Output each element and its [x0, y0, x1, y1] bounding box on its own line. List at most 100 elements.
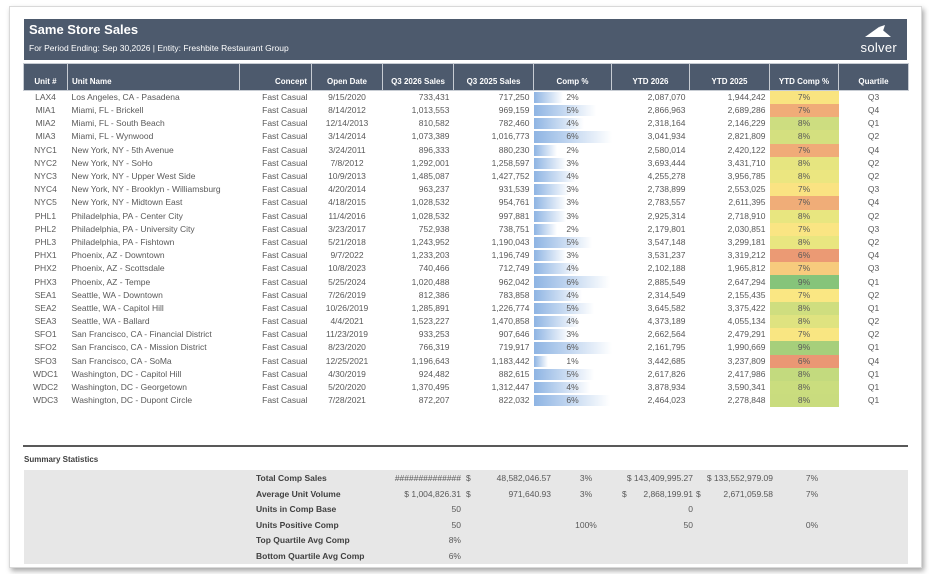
ytd-2025-cell[interactable]: 2,553,025: [727, 184, 766, 195]
unit-cell[interactable]: SFO3: [34, 355, 57, 366]
comp-pct-cell[interactable]: 2%: [533, 223, 612, 236]
ytd-2026-cell[interactable]: 2,580,014: [647, 144, 686, 155]
quartile-cell[interactable]: Q3: [867, 92, 880, 102]
open-date-cell[interactable]: 7/8/2012: [330, 157, 364, 168]
quartile-cell[interactable]: Q2: [867, 289, 880, 300]
summary-q3-2025[interactable]: 48,582,046.57: [496, 473, 551, 483]
q3-2026-sales-cell[interactable]: 1,196,643: [411, 355, 450, 366]
open-date-cell[interactable]: 3/23/2017: [328, 223, 366, 234]
summary-q3-2025[interactable]: 971,640.93: [508, 488, 551, 499]
q3-2025-sales-cell[interactable]: 907,646: [498, 329, 530, 340]
quartile-cell[interactable]: Q1: [867, 382, 880, 393]
open-date-cell[interactable]: 11/23/2019: [326, 329, 368, 340]
unit-name-cell[interactable]: Seattle, WA - Downtown: [71, 289, 163, 300]
summary-ytd-2026[interactable]: 2,868,199.91: [643, 488, 693, 499]
comp-pct-cell[interactable]: 4%: [533, 262, 612, 275]
ytd-comp-pct-cell[interactable]: 7%: [769, 183, 839, 197]
unit-cell[interactable]: LAX4: [35, 92, 56, 102]
quartile-cell[interactable]: Q2: [867, 210, 880, 221]
summary-comp[interactable]: 100%: [575, 519, 597, 530]
unit-name-cell[interactable]: San Francisco, CA - Financial District: [71, 329, 212, 340]
q3-2026-sales-cell[interactable]: 1,243,952: [411, 236, 450, 247]
unit-cell[interactable]: MIA3: [35, 131, 56, 142]
summary-comp[interactable]: 3%: [579, 488, 593, 499]
summary-label[interactable]: Bottom Quartile Avg Comp: [256, 550, 365, 561]
concept-cell[interactable]: Fast Casual: [262, 223, 308, 234]
ytd-2026-cell[interactable]: 2,662,564: [647, 329, 686, 340]
ytd-2026-cell[interactable]: 2,866,963: [647, 105, 686, 116]
ytd-2025-cell[interactable]: 1,944,242: [727, 92, 766, 102]
ytd-comp-pct-cell[interactable]: 8%: [769, 315, 839, 329]
summary-q3-2026[interactable]: 8%: [448, 535, 461, 545]
comp-pct-cell[interactable]: 3%: [533, 210, 612, 223]
ytd-2025-cell[interactable]: 3,375,422: [727, 302, 766, 313]
ytd-2026-cell[interactable]: 3,645,582: [647, 302, 686, 313]
ytd-2025-cell[interactable]: 3,431,710: [727, 157, 766, 168]
concept-cell[interactable]: Fast Casual: [262, 184, 308, 195]
ytd-comp-pct-cell[interactable]: 8%: [769, 130, 839, 144]
quartile-cell[interactable]: Q4: [867, 197, 880, 208]
q3-2025-sales-cell[interactable]: 954,761: [498, 197, 530, 208]
ytd-2026-cell[interactable]: 2,617,826: [647, 368, 686, 379]
col-header-comp-pct[interactable]: Comp %: [533, 63, 612, 91]
quartile-cell[interactable]: Q4: [867, 144, 880, 155]
ytd-2026-cell[interactable]: 2,925,314: [647, 210, 686, 221]
concept-cell[interactable]: Fast Casual: [262, 131, 308, 142]
open-date-cell[interactable]: 3/14/2014: [328, 131, 366, 142]
ytd-2025-cell[interactable]: 2,278,848: [727, 395, 766, 406]
q3-2025-sales-cell[interactable]: 880,230: [498, 144, 530, 155]
q3-2026-sales-cell[interactable]: 752,938: [418, 223, 450, 234]
ytd-2026-cell[interactable]: 3,693,444: [647, 157, 686, 168]
ytd-2026-cell[interactable]: 2,885,549: [647, 276, 686, 287]
comp-pct-cell[interactable]: 3%: [533, 157, 612, 170]
ytd-2025-cell[interactable]: 2,030,851: [727, 223, 766, 234]
q3-2025-sales-cell[interactable]: 997,881: [498, 210, 530, 221]
summary-label[interactable]: Total Comp Sales: [256, 473, 327, 483]
summary-currency[interactable]: $: [466, 473, 471, 483]
ytd-comp-pct-cell[interactable]: 8%: [769, 394, 839, 408]
ytd-2025-cell[interactable]: 1,990,669: [727, 342, 766, 353]
unit-name-cell[interactable]: Phoenix, AZ - Tempe: [71, 276, 151, 287]
ytd-2026-cell[interactable]: 3,442,685: [647, 355, 686, 366]
summary-label[interactable]: Top Quartile Avg Comp: [256, 535, 350, 545]
q3-2026-sales-cell[interactable]: 740,466: [418, 263, 450, 274]
quartile-cell[interactable]: Q4: [867, 250, 880, 261]
open-date-cell[interactable]: 5/25/2024: [328, 276, 366, 287]
comp-pct-cell[interactable]: 6%: [533, 341, 612, 354]
table-row[interactable]: WDC3 Washington, DC - Dupont Circle Fast C…: [24, 394, 909, 408]
ytd-comp-pct-cell[interactable]: 6%: [769, 354, 839, 368]
concept-cell[interactable]: Fast Casual: [262, 105, 308, 116]
table-row[interactable]: PHL3 Philadelphia, PA - Fishtown Fast Casu…: [24, 235, 909, 250]
comp-pct-cell[interactable]: 3%: [533, 183, 612, 196]
concept-cell[interactable]: Fast Casual: [262, 236, 308, 247]
table-row[interactable]: NYC2 New York, NY - SoHo Fast Casual 7/8/20…: [24, 156, 909, 170]
unit-name-cell[interactable]: New York, NY - Brooklyn - Williamsburg: [71, 184, 221, 195]
summary-label[interactable]: Units in Comp Base: [256, 504, 337, 514]
table-row[interactable]: PHX1 Phoenix, AZ - Downtown Fast Casual 9/7…: [24, 249, 909, 263]
ytd-comp-pct-cell[interactable]: 7%: [769, 328, 839, 342]
comp-pct-cell[interactable]: 4%: [533, 381, 612, 394]
q3-2025-sales-cell[interactable]: 1,470,858: [491, 316, 530, 327]
concept-cell[interactable]: Fast Casual: [262, 329, 308, 340]
concept-cell[interactable]: Fast Casual: [262, 355, 308, 366]
open-date-cell[interactable]: 7/26/2019: [328, 289, 366, 300]
q3-2025-sales-cell[interactable]: 1,226,774: [491, 302, 530, 313]
table-row[interactable]: SFO2 San Francisco, CA - Mission District…: [24, 341, 909, 355]
col-header-unit[interactable]: Unit #: [23, 63, 68, 91]
comp-pct-cell[interactable]: 6%: [533, 130, 612, 143]
summary-currency[interactable]: $: [466, 488, 471, 499]
concept-cell[interactable]: Fast Casual: [262, 144, 308, 155]
ytd-comp-pct-cell[interactable]: 8%: [769, 235, 839, 250]
table-row[interactable]: LAX4 Los Angeles, CA - Pasadena Fast Casua…: [24, 90, 909, 104]
unit-name-cell[interactable]: San Francisco, CA - SoMa: [71, 355, 172, 366]
open-date-cell[interactable]: 7/28/2021: [328, 395, 366, 406]
unit-name-cell[interactable]: New York, NY - Midtown East: [71, 197, 183, 208]
concept-cell[interactable]: Fast Casual: [262, 382, 308, 393]
unit-cell[interactable]: NYC5: [34, 197, 57, 208]
q3-2025-sales-cell[interactable]: 1,312,447: [491, 382, 530, 393]
comp-pct-cell[interactable]: 4%: [533, 117, 612, 130]
comp-pct-cell[interactable]: 4%: [533, 289, 612, 302]
q3-2025-sales-cell[interactable]: 1,190,043: [491, 236, 530, 247]
q3-2026-sales-cell[interactable]: 812,386: [418, 289, 450, 300]
summary-comp[interactable]: 3%: [579, 473, 593, 483]
